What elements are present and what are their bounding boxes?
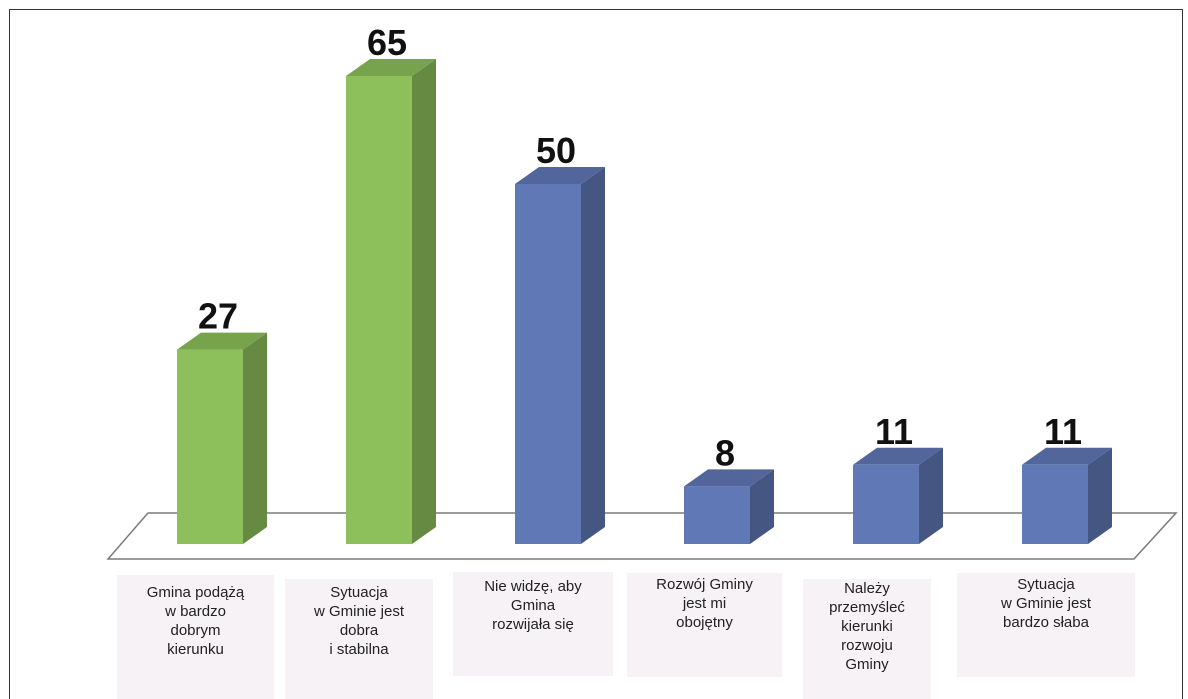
category-label-box: Gmina podążą w bardzo dobrym kierunku bbox=[117, 575, 274, 699]
category-label-box: Rozwój Gminy jest mi obojętny bbox=[627, 573, 782, 677]
data-label: 50 bbox=[536, 130, 576, 171]
bar-front bbox=[1022, 464, 1088, 544]
category-label: Sytuacja w Gminie jest dobra i stabilna bbox=[313, 584, 405, 658]
data-label: 11 bbox=[1044, 411, 1082, 452]
category-label-box: Sytuacja w Gminie jest bardzo słaba bbox=[957, 573, 1135, 677]
bar-side bbox=[1088, 447, 1112, 544]
category-label: Nie widzę, aby Gmina rozwijała się bbox=[484, 578, 582, 633]
data-label: 8 bbox=[715, 432, 735, 473]
bar-side bbox=[243, 332, 267, 544]
bar-front bbox=[684, 486, 750, 544]
category-label: Rozwój Gminy jest mi obojętny bbox=[656, 576, 753, 631]
bar-front bbox=[177, 349, 243, 544]
bar-side bbox=[750, 469, 774, 544]
bar-front bbox=[853, 464, 919, 544]
bar-front bbox=[515, 184, 581, 544]
bar-top bbox=[177, 332, 267, 350]
bar-top bbox=[684, 469, 774, 487]
data-label: 11 bbox=[875, 411, 913, 452]
category-label: Sytuacja w Gminie jest bardzo słaba bbox=[1000, 576, 1092, 631]
chart-frame bbox=[9, 9, 1183, 699]
category-label-box: Sytuacja w Gminie jest dobra i stabilna bbox=[285, 579, 433, 699]
bar-front bbox=[346, 76, 412, 544]
data-label: 27 bbox=[198, 296, 238, 337]
bar-side bbox=[581, 167, 605, 544]
chart-floor bbox=[106, 512, 1178, 560]
category-label: Gmina podążą w bardzo dobrym kierunku bbox=[146, 584, 245, 658]
bar-top bbox=[1022, 447, 1112, 465]
bar-side bbox=[919, 447, 943, 544]
bar-top bbox=[515, 167, 605, 184]
category-label: Należy przemyśleć kierunki rozwoju Gminy bbox=[829, 580, 905, 673]
category-label-box: Należy przemyśleć kierunki rozwoju Gminy bbox=[803, 579, 931, 699]
category-label-box: Nie widzę, aby Gmina rozwijała się bbox=[453, 572, 613, 676]
bar-top bbox=[853, 447, 943, 465]
bar-top bbox=[346, 59, 436, 76]
data-label: 65 bbox=[367, 22, 407, 63]
bar-side bbox=[412, 59, 436, 544]
